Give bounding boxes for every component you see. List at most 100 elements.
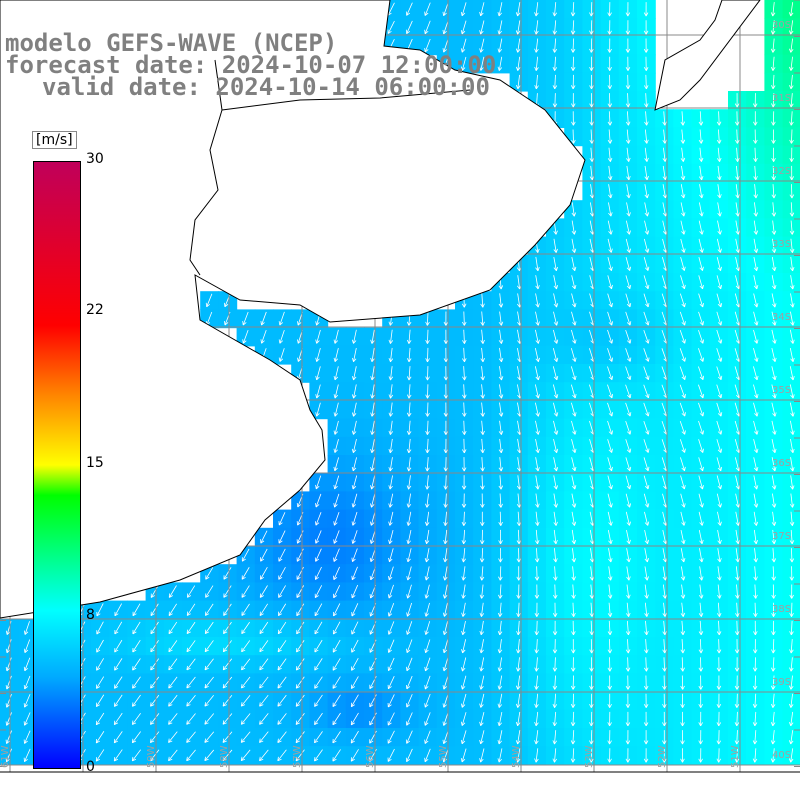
wind-arrow: [571, 620, 576, 636]
wind-cell: [327, 637, 347, 656]
wind-arrow: [497, 38, 503, 53]
wind-arrow: [698, 475, 704, 490]
wind-arrow: [204, 640, 214, 653]
wind-arrow: [789, 56, 794, 71]
wind-arrow: [387, 639, 395, 653]
wind-cell: [218, 709, 238, 729]
wind-arrow: [259, 640, 269, 653]
wind-arrow: [716, 730, 722, 745]
wind-cell: [218, 691, 238, 711]
wind-arrow: [643, 748, 649, 763]
wind-arrow: [771, 311, 777, 326]
colorbar-unit: [m/s]: [32, 131, 77, 149]
wind-arrow: [406, 366, 412, 381]
wind-arrow: [789, 639, 794, 654]
wind-arrow: [771, 147, 776, 162]
wind-arrow: [132, 676, 141, 689]
wind-arrow: [643, 657, 649, 672]
wind-arrow: [406, 584, 412, 599]
wind-arrow: [589, 730, 594, 745]
wind-arrow: [625, 220, 631, 235]
wind-arrow: [314, 548, 322, 562]
wind-arrow: [716, 748, 722, 763]
longitude-label: 51W: [730, 745, 741, 768]
wind-cell: [182, 637, 201, 656]
wind-arrow: [753, 129, 758, 144]
wind-arrow: [698, 348, 705, 362]
wind-arrow: [534, 657, 539, 672]
wind-cell: [145, 637, 165, 656]
wind-arrow: [241, 603, 250, 616]
wind-arrow: [644, 620, 649, 636]
wind-arrow: [771, 93, 776, 108]
wind-arrow: [716, 457, 723, 472]
wind-arrow: [315, 348, 321, 362]
wind-arrow: [625, 311, 632, 326]
wind-arrow: [460, 712, 467, 726]
wind-cell: [182, 746, 201, 765]
wind-arrow: [333, 475, 340, 490]
wind-arrow: [332, 694, 341, 707]
wind-arrow: [698, 384, 705, 399]
wind-arrow: [497, 584, 503, 599]
wind-cell: [163, 637, 183, 656]
wind-arrow: [698, 165, 704, 181]
wind-arrow: [516, 620, 521, 636]
wind-arrow: [625, 329, 632, 344]
wind-cell: [109, 728, 128, 747]
wind-cell: [345, 746, 365, 765]
wind-arrow: [589, 147, 595, 162]
wind-cell: [127, 728, 147, 747]
wind-arrow: [534, 730, 539, 745]
wind-arrow: [789, 74, 794, 90]
wind-arrow: [424, 712, 431, 726]
wind-arrow: [516, 548, 522, 563]
wind-arrow: [643, 275, 650, 290]
wind-arrow: [771, 620, 776, 636]
wind-arrow: [662, 111, 667, 126]
latitude-labels: 30S 31S 32S 33S 34S 35S 36S 37S 38S 39S 40S: [772, 20, 791, 761]
wind-cell: [345, 618, 365, 638]
wind-arrow: [498, 402, 504, 417]
wind-arrow: [625, 439, 632, 453]
wind-cell: [163, 582, 183, 602]
wind-arrow: [553, 566, 558, 581]
wind-arrow: [442, 675, 449, 690]
wind-arrow: [387, 602, 395, 617]
wind-arrow: [259, 676, 269, 689]
wind-arrow: [789, 256, 795, 272]
wind-arrow: [771, 293, 777, 308]
wind-arrow: [315, 512, 322, 526]
wind-arrow: [789, 93, 794, 108]
wind-arrow: [717, 184, 722, 199]
wind-cell: [109, 691, 128, 711]
wind-arrow: [734, 675, 740, 690]
wind-cell: [182, 600, 201, 620]
wind-arrow: [771, 366, 777, 381]
wind-arrow: [442, 38, 449, 53]
longitude-label: 58W: [219, 745, 230, 768]
wind-arrow: [735, 548, 740, 563]
wind-arrow: [570, 711, 576, 727]
wind-cell: [782, 491, 800, 511]
wind-arrow: [679, 366, 686, 380]
wind-cell: [782, 182, 800, 201]
wind-arrow: [753, 184, 758, 199]
wind-arrow: [515, 20, 521, 35]
wind-arrow: [204, 676, 214, 689]
wind-arrow: [534, 566, 540, 581]
wind-arrow: [405, 712, 413, 726]
wind-arrow: [132, 603, 141, 617]
wind-arrow: [515, 711, 521, 727]
wind-cell: [782, 436, 800, 456]
wind-arrow: [460, 748, 467, 763]
wind-arrow: [132, 621, 141, 635]
wind-arrow: [497, 620, 503, 636]
wind-arrow: [717, 529, 722, 545]
wind-arrow: [498, 384, 504, 399]
wind-arrow: [589, 657, 594, 672]
wind-arrow: [425, 384, 430, 399]
wind-arrow: [644, 548, 650, 563]
wind-arrow: [150, 603, 159, 617]
wind-arrow: [680, 457, 686, 472]
